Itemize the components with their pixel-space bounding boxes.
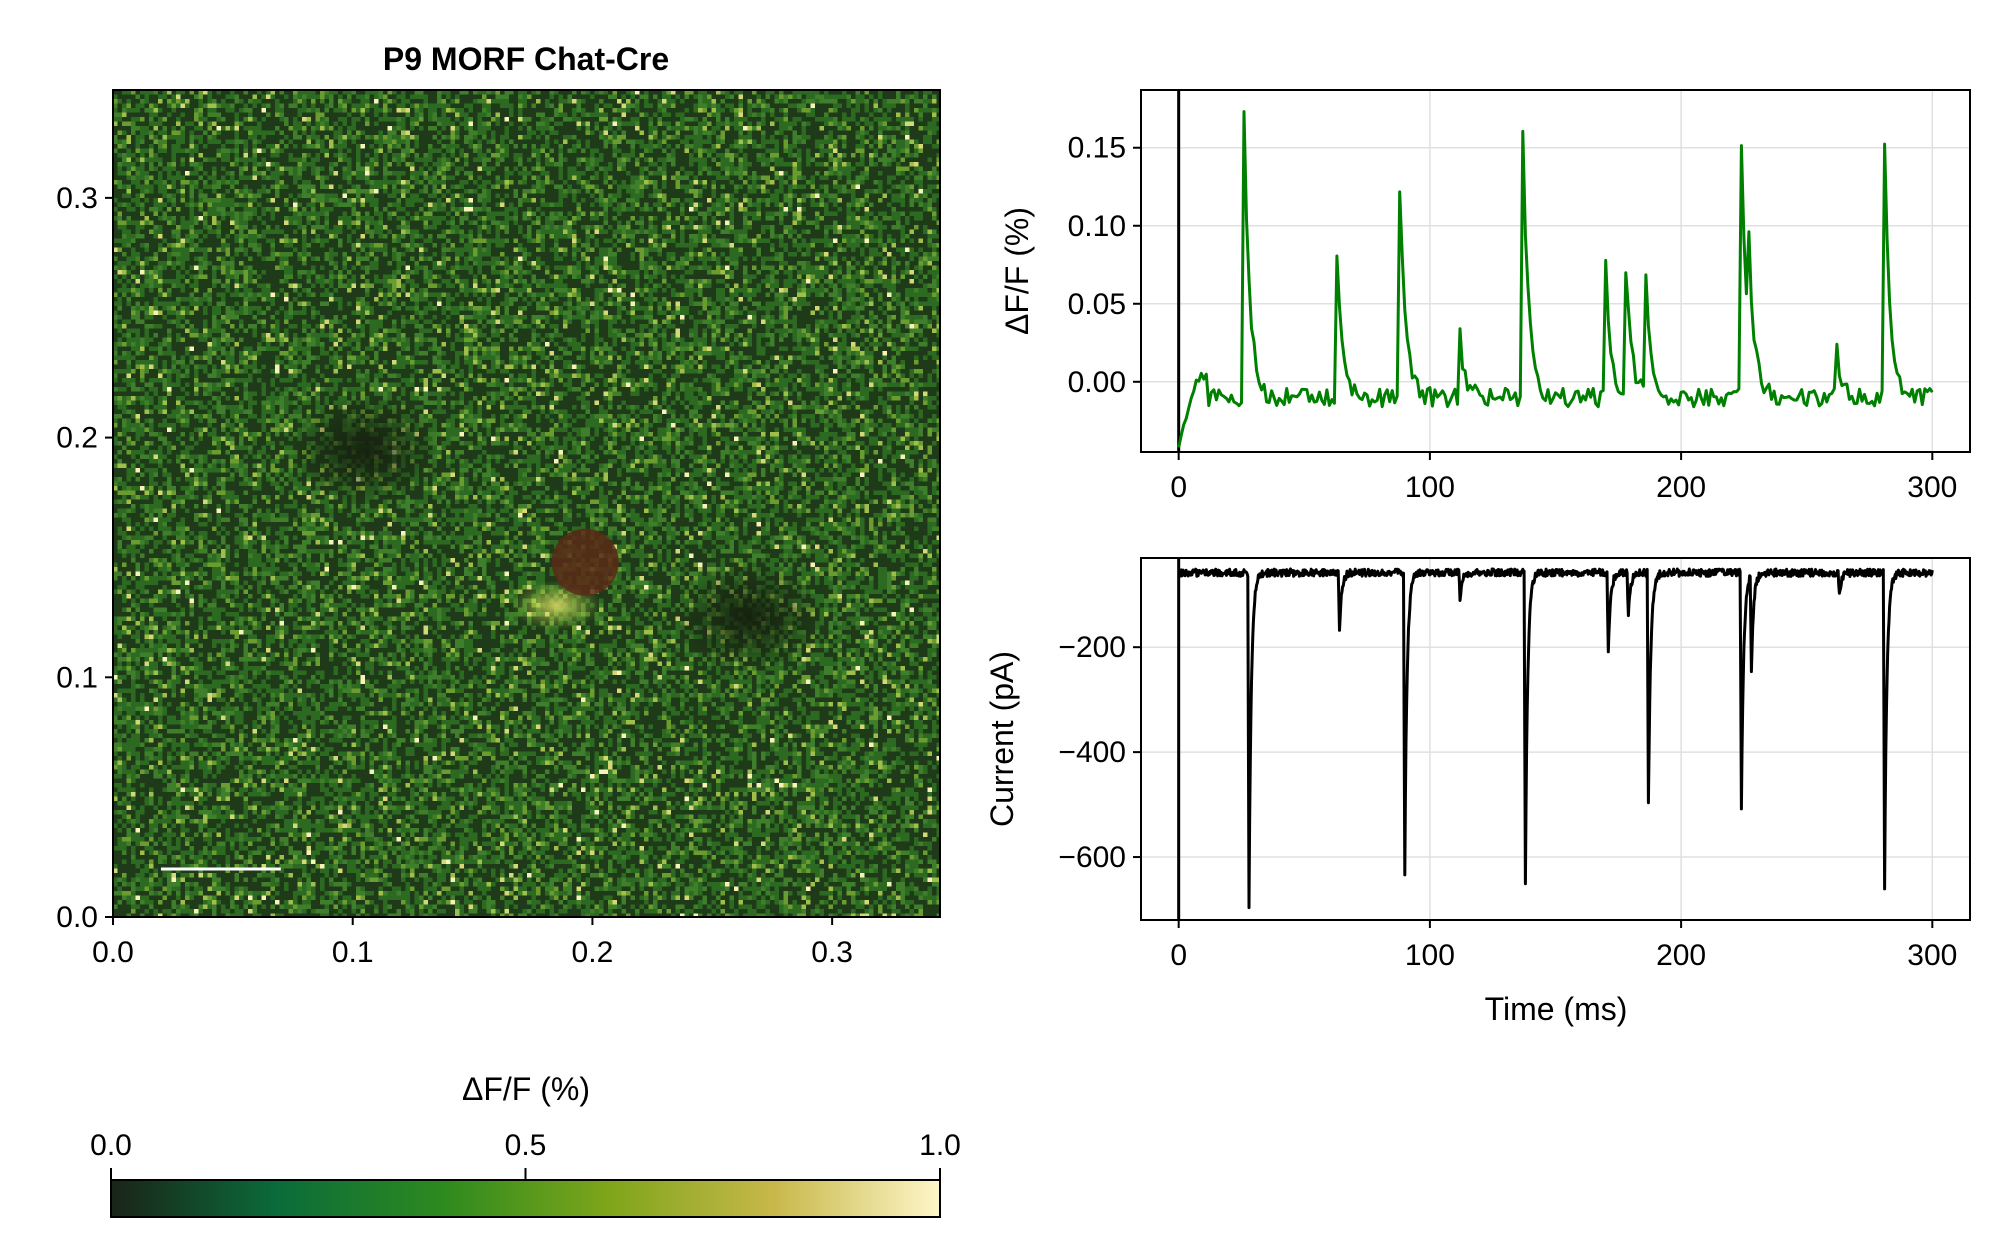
y-tick-label: −600 <box>1058 841 1126 874</box>
dark-region <box>289 394 440 505</box>
current-plot-area <box>1141 558 1970 920</box>
current-frame <box>1140 557 1971 921</box>
heatmap-noise <box>113 90 940 917</box>
heatmap-image <box>113 90 940 917</box>
x-tick-label: 0 <box>1170 939 1187 972</box>
x-tick-label: 300 <box>1907 939 1957 972</box>
x-tick-label: 100 <box>1405 471 1455 504</box>
heatmap-x-axis: 0.0 0.1 0.2 0.3 <box>92 917 853 969</box>
heatmap-features <box>160 394 824 871</box>
colorbar-ticks: 0.0 0.5 1.0 <box>90 1129 961 1180</box>
x-tick-label: 200 <box>1656 471 1706 504</box>
dff-trace <box>1177 110 1934 448</box>
x-tick-label: 300 <box>1907 471 1957 504</box>
heatmap-frame <box>112 89 941 918</box>
current-trace <box>1177 567 1934 910</box>
x-tick-label: 0.0 <box>92 936 134 969</box>
y-tick-label: −200 <box>1058 631 1126 664</box>
dark-region <box>673 562 824 673</box>
y-tick-label: 0.05 <box>1068 288 1126 321</box>
x-tick-label: 100 <box>1405 939 1455 972</box>
y-tick-label: 0.2 <box>56 422 98 455</box>
y-tick-label: 0.15 <box>1068 132 1126 165</box>
y-tick-label: −400 <box>1058 736 1126 769</box>
y-tick-label: 0.0 <box>56 901 98 934</box>
colorbar-label: ΔF/F (%) <box>462 1071 590 1107</box>
colorbar-tick-label: 0.5 <box>505 1129 547 1162</box>
time-xlabel: Time (ms) <box>1485 991 1628 1027</box>
x-tick-label: 0.1 <box>332 936 374 969</box>
x-tick-label: 0.3 <box>811 936 853 969</box>
colorbar-tick-label: 1.0 <box>919 1129 961 1162</box>
y-tick-label: 0.00 <box>1068 366 1126 399</box>
current-ylabel: Current (pA) <box>984 651 1020 827</box>
heatmap-title: P9 MORF Chat-Cre <box>383 41 669 77</box>
y-tick-label: 0.3 <box>56 182 98 215</box>
colorbar <box>110 1179 941 1218</box>
dff-axes: 0 100 200 300 0.15 0.10 0.05 0.00 <box>1068 132 1958 504</box>
roi-marker <box>551 528 619 596</box>
y-tick-label: 0.1 <box>56 661 98 694</box>
heatmap-y-axis: 0.0 0.1 0.2 0.3 <box>56 182 113 934</box>
dff-frame <box>1140 89 1971 453</box>
colorbar-tick-label: 0.0 <box>90 1129 132 1162</box>
dff-ylabel: ΔF/F (%) <box>999 207 1035 335</box>
current-axes: 0 100 200 300 −200 −400 −600 <box>1058 631 1957 972</box>
x-tick-label: 200 <box>1656 939 1706 972</box>
y-tick-label: 0.10 <box>1068 210 1126 243</box>
x-tick-label: 0 <box>1170 471 1187 504</box>
x-tick-label: 0.2 <box>572 936 614 969</box>
